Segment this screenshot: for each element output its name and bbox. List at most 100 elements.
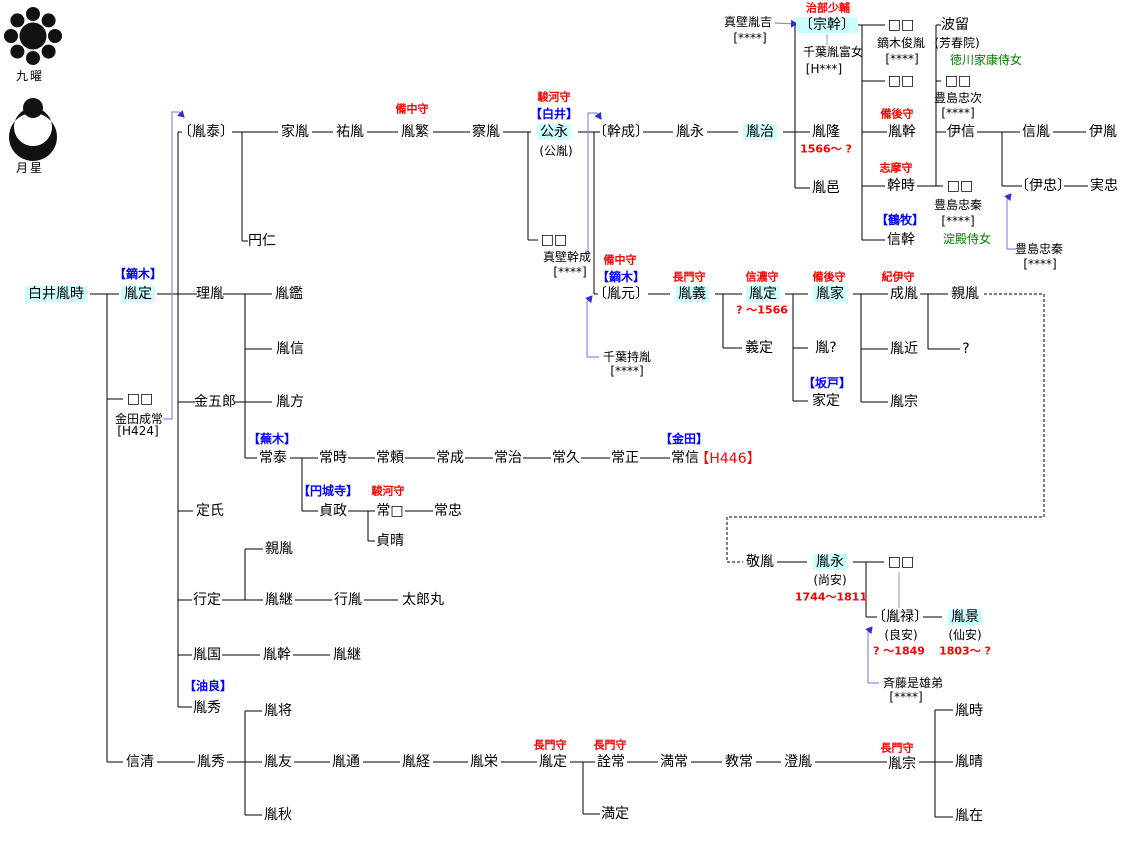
tree-node: 千葉胤富女 (802, 45, 864, 59)
tree-node: 幹時 (887, 178, 915, 194)
tree-node: 淀殿侍女 (942, 232, 992, 246)
tree-node: 親胤 (951, 286, 979, 302)
tree-node: 【鶴牧】 (875, 213, 925, 227)
arrow-makabe-to-motonari (587, 111, 602, 256)
tree-node: 胤幹 (263, 647, 291, 663)
tree-node: 長門守 (672, 270, 706, 284)
tree-node: 真壁胤吉 (723, 15, 773, 29)
tree-node: □□ (540, 232, 568, 248)
tree-node: 胤定 (539, 754, 567, 770)
arrow-chiba-to-tanemoto (585, 295, 599, 358)
tree-node: [****] (610, 364, 644, 378)
tree-node: 理胤 (196, 286, 224, 302)
tree-node: □□ (944, 73, 972, 89)
tree-node: 胤秀 (197, 754, 225, 770)
tree-node: 【蕪木】 (247, 432, 297, 446)
tree-node: 常時 (319, 450, 347, 466)
tsukiboshi-crest-icon (9, 98, 58, 162)
tree-node: 常頼 (376, 450, 404, 466)
tree-node: 常久 (552, 450, 580, 466)
tree-node: □□ (887, 17, 915, 33)
tree-node: 成胤 (890, 286, 918, 302)
tree-node: 1566～ ? (800, 142, 852, 156)
tree-node: 豊島忠秦 (1014, 242, 1064, 256)
tree-node: 貞政 (319, 503, 347, 519)
tree-node: 駿河守 (537, 90, 571, 104)
tree-node: 胤晴 (955, 754, 983, 770)
tree-node: 1744～1811 (794, 590, 868, 604)
tree-node: ? ～1566 (736, 303, 788, 317)
tree-node: □□ (887, 554, 915, 570)
tree-node: [H424] (117, 424, 159, 438)
tree-node: □□ (126, 391, 154, 407)
tree-node: 胤鑑 (275, 286, 303, 302)
tree-node: 備中守 (395, 102, 429, 116)
tree-node: 長門守 (593, 738, 627, 752)
tree-node: 家胤 (281, 124, 309, 140)
tree-node: (仙安) (948, 628, 982, 642)
adoption-arrows (163, 19, 1016, 684)
tree-node: 信濃守 (745, 270, 779, 284)
tree-node: 胤治 (743, 124, 777, 140)
tree-node: 【白井】 (529, 107, 579, 121)
tree-node: 〔宗幹〕 (796, 17, 858, 33)
tree-node: 教常 (725, 754, 753, 770)
tree-node: 胤国 (193, 647, 221, 663)
tree-node: 胤定 (746, 286, 780, 302)
tree-node: 胤信 (276, 341, 304, 357)
tree-node: 胤繁 (401, 124, 429, 140)
tree-node: 円仁 (248, 233, 276, 249)
tree-node: (良安) (884, 628, 918, 642)
tree-node: 実忠 (1090, 178, 1118, 194)
tree-node: 詮常 (597, 754, 625, 770)
arrow-saito-to-taneroku (865, 626, 879, 684)
tree-node: (芳春院) (934, 36, 980, 50)
tree-node: 常□ (376, 503, 404, 519)
tree-node: 胤隆 (812, 124, 840, 140)
tree-node: 胤定 (121, 286, 155, 302)
tree-node: 真壁幹成 (542, 250, 592, 264)
tree-node: ? (962, 341, 970, 357)
tree-node: 1803～ ? (939, 644, 991, 658)
tree-node: 信胤 (1022, 124, 1050, 140)
tree-node: 白井胤時 (25, 286, 87, 302)
tree-node: 九曜 (15, 69, 45, 83)
tree-node: 胤栄 (470, 754, 498, 770)
tree-node: [****] (941, 106, 975, 120)
tree-node: 胤継 (333, 647, 361, 663)
tree-node: 月星 (15, 161, 45, 175)
tree-node: 紀伊守 (881, 270, 915, 284)
tree-node: 胤経 (402, 754, 430, 770)
tree-node: 〔胤泰〕 (178, 124, 234, 140)
tree-node: 家定 (812, 393, 840, 409)
tree-node: 信清 (126, 754, 154, 770)
tree-node: 【H446】 (695, 451, 761, 467)
tree-node: 親胤 (265, 541, 293, 557)
tree-node: 〔胤元〕 (593, 286, 649, 302)
tree-node: 満定 (601, 806, 629, 822)
tree-node: 〔伊忠〕 (1015, 178, 1071, 194)
descent-lines (90, 24, 1088, 818)
tree-node: 志摩守 (879, 161, 913, 175)
tree-node: 鏑木俊胤 (876, 36, 926, 50)
tree-node: 義定 (745, 340, 773, 356)
tree-node: □□ (887, 73, 915, 89)
arrow-toshima-to-tadatada (1004, 193, 1016, 250)
tree-node: 〔胤禄〕 (872, 609, 928, 625)
tree-node: 胤宗 (890, 394, 918, 410)
tree-node: 波留 (941, 17, 969, 33)
tree-node: 胤秋 (264, 807, 292, 823)
tree-node: 〔幹成〕 (593, 124, 649, 140)
tree-node: 常忠 (434, 503, 462, 519)
arrow-kaneda-to-taneyasu (163, 109, 185, 420)
tree-node: 備中守 (603, 253, 637, 267)
tree-node: 胤景 (948, 609, 982, 625)
tree-node: 金五郎 (194, 394, 236, 410)
tree-node: 行定 (193, 592, 221, 608)
tree-node: 長門守 (533, 738, 567, 752)
tree-node: 【鏑木】 (596, 270, 646, 284)
tree-node: 胤永 (813, 554, 847, 570)
